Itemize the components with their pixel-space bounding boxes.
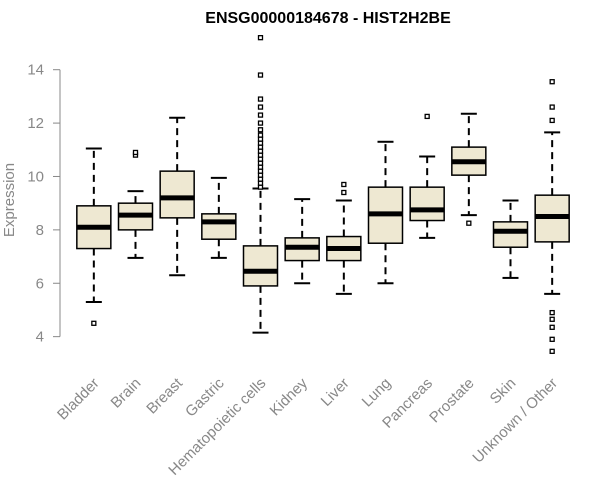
outlier-point — [91, 320, 97, 326]
box-gastric — [201, 176, 237, 259]
outlier-point — [257, 127, 264, 133]
outlier-point — [257, 132, 264, 138]
box-iqr — [492, 221, 529, 248]
boxes-group — [76, 35, 570, 354]
outlier-point — [257, 72, 264, 78]
y-axis-label: Expression — [1, 163, 18, 237]
x-tick-label: Prostate — [426, 375, 478, 427]
box-kidney — [284, 198, 320, 285]
outlier-point — [549, 348, 555, 354]
outlier-point — [424, 113, 430, 120]
box-iqr — [159, 170, 195, 219]
outlier-point — [549, 316, 555, 322]
outlier-point — [549, 336, 555, 342]
y-axis: 4 6 8 10 12 14 — [27, 62, 61, 346]
outlier-point — [257, 96, 264, 102]
x-tick-label: Breast — [143, 374, 186, 417]
x-tick-label: Skin — [487, 375, 520, 408]
box-lung — [367, 140, 404, 285]
outlier-point — [257, 112, 264, 118]
box-hematopoietic-cells — [242, 35, 279, 334]
x-tick-label: Brain — [108, 375, 145, 412]
y-tick-label: 10 — [27, 168, 44, 185]
outlier-point — [257, 104, 264, 110]
x-tick-label: Lung — [359, 375, 395, 411]
x-tick-label: Bladder — [54, 375, 103, 424]
x-tick-label: Liver — [318, 375, 353, 410]
chart-title: ENSG00000184678 - HIST2H2BE — [205, 10, 451, 27]
outlier-point — [341, 181, 347, 188]
y-tick-label: 8 — [36, 222, 44, 239]
outlier-point — [466, 220, 472, 226]
outlier-point — [549, 79, 555, 85]
outlier-point — [257, 35, 264, 41]
x-tick-label: Kidney — [267, 374, 312, 419]
y-tick-label: 6 — [36, 275, 44, 292]
box-iqr — [242, 245, 279, 287]
box-bladder — [76, 147, 112, 326]
outlier-point — [549, 117, 555, 124]
outlier-point — [341, 189, 347, 196]
outlier-point — [549, 324, 555, 330]
outlier-point — [257, 120, 264, 126]
y-tick-label: 14 — [27, 62, 44, 79]
box-pancreas — [409, 113, 445, 239]
box-liver — [326, 181, 362, 295]
box-unknown-other — [534, 79, 570, 354]
y-tick-label: 12 — [27, 115, 44, 132]
box-skin — [492, 199, 529, 279]
outlier-point — [132, 149, 139, 156]
outlier-point — [549, 309, 555, 316]
box-brain — [117, 149, 154, 259]
y-tick-label: 4 — [36, 329, 44, 346]
box-breast — [159, 116, 195, 277]
box-iqr — [409, 186, 445, 222]
box-prostate — [451, 112, 487, 226]
outlier-point — [549, 104, 555, 110]
box-iqr — [201, 213, 237, 240]
